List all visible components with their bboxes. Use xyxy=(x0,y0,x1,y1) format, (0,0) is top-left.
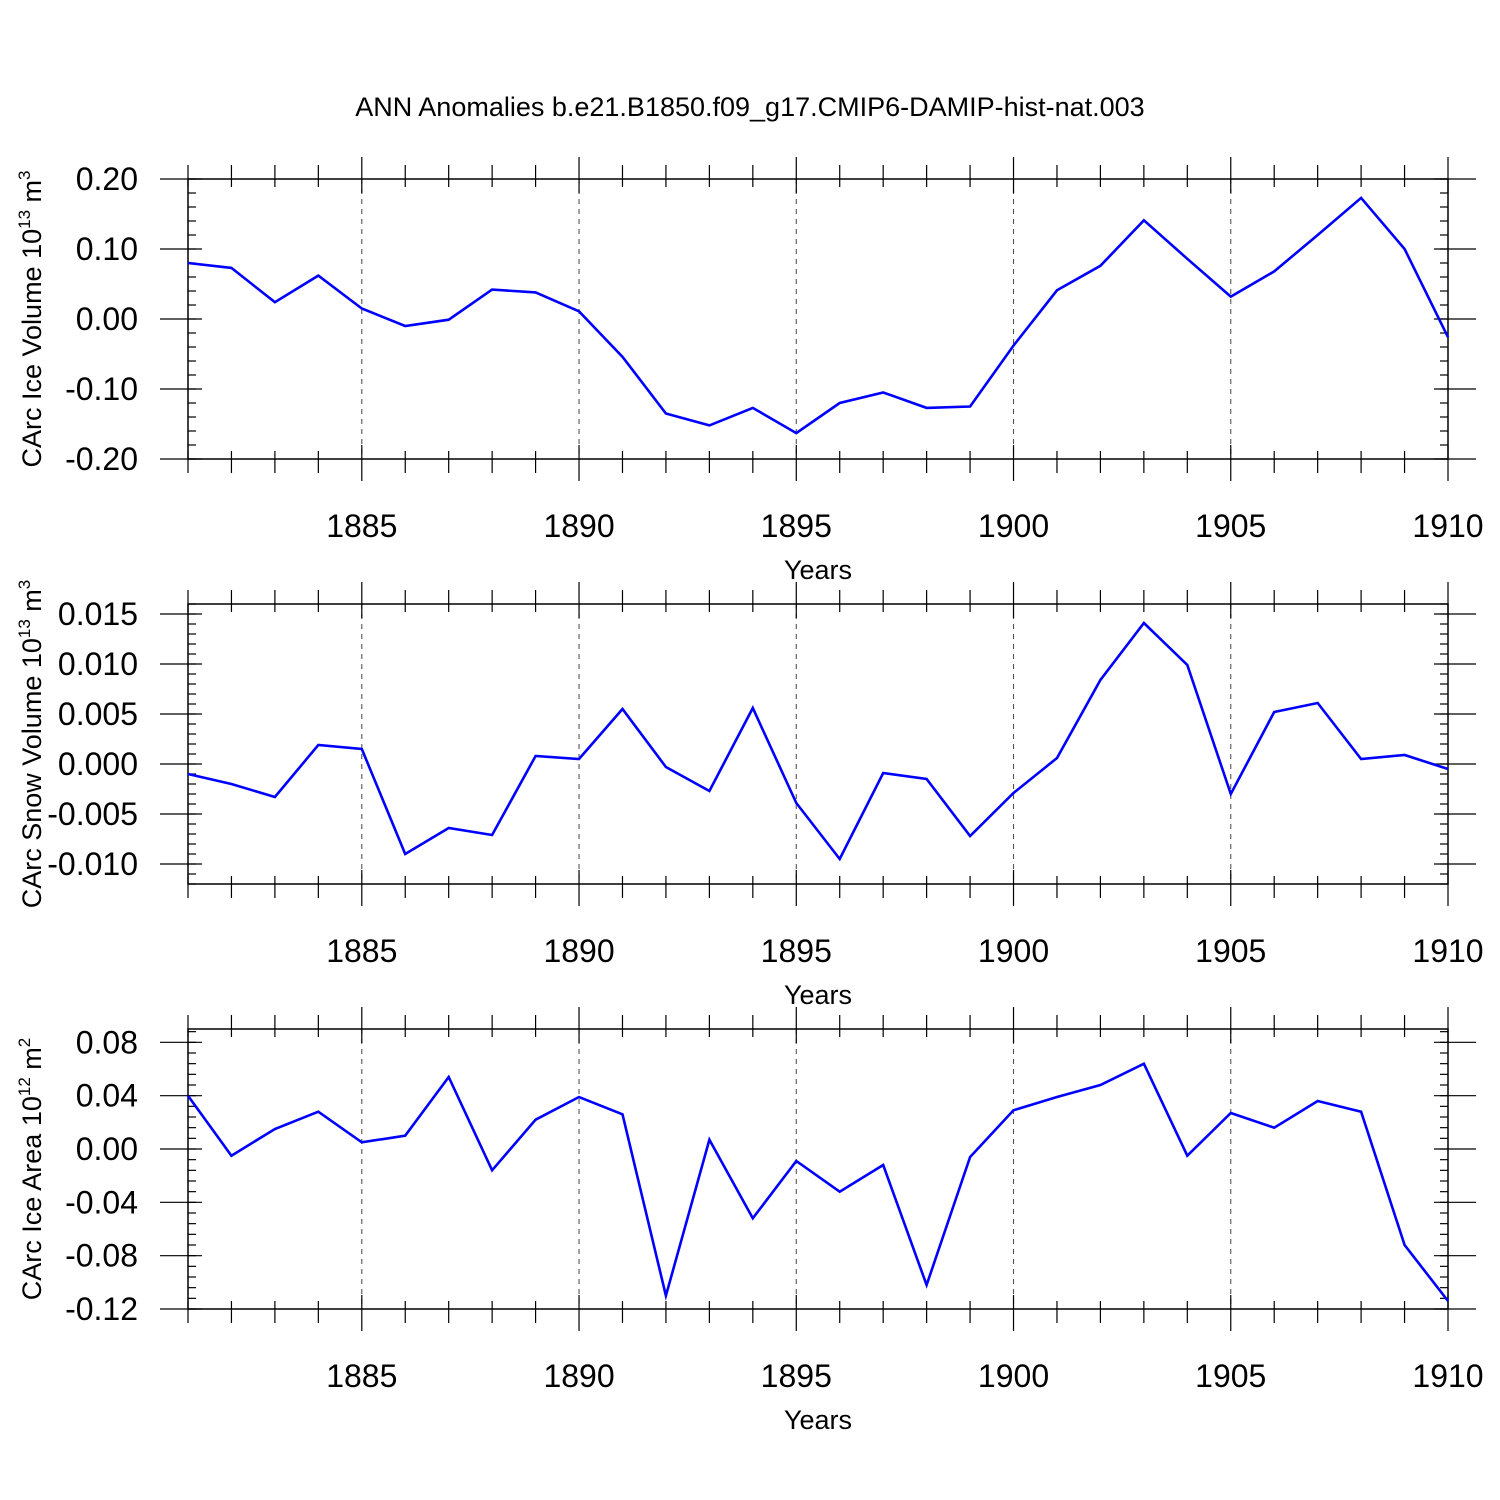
x-tick-label: 1910 xyxy=(1412,933,1483,969)
y-tick-label: 0.015 xyxy=(58,596,138,632)
x-tick-label: 1895 xyxy=(761,508,832,544)
panels: 0.20 0.10 0.00 -0.10 -0.20 1885 1890 1895 1900 19… xyxy=(15,157,1484,1435)
y-axis-title-part: m xyxy=(17,589,47,619)
y-axis-title-part: 13 xyxy=(15,619,34,638)
y-axis-title-part: 12 xyxy=(15,1077,34,1096)
y-axis-title-part: CArc Snow Volume 10 xyxy=(17,638,47,908)
x-tick-label: 1900 xyxy=(978,1358,1049,1394)
y-tick-label: 0.08 xyxy=(76,1024,138,1060)
y-tick-label: -0.08 xyxy=(65,1238,138,1274)
y-tick-label: -0.10 xyxy=(65,371,138,407)
ice-volume-panel: 0.20 0.10 0.00 -0.10 -0.20 1885 1890 1895 1900 19… xyxy=(15,157,1484,585)
y-axis-title-part: CArc Ice Volume 10 xyxy=(17,229,47,468)
y-tick-label: 0.04 xyxy=(76,1078,138,1114)
y-axis-title: CArc Ice Volume 1013 m3 xyxy=(15,170,47,467)
y-axis-title-part: 3 xyxy=(15,580,34,589)
y-tick-label: 0.20 xyxy=(76,161,138,197)
figure-title: ANN Anomalies b.e21.B1850.f09_g17.CMIP6-… xyxy=(355,92,1144,122)
y-axis-title: CArc Snow Volume 1013 m3 xyxy=(15,580,47,909)
x-axis-title: Years xyxy=(784,980,852,1010)
x-tick-label: 1890 xyxy=(543,933,614,969)
x-tick-label: 1900 xyxy=(978,508,1049,544)
y-axis-title-part: 3 xyxy=(15,170,34,179)
x-tick-label: 1895 xyxy=(761,933,832,969)
y-axis-title-part: CArc Ice Area 10 xyxy=(17,1096,47,1300)
x-tick-label: 1885 xyxy=(326,508,397,544)
ice-area-series-line xyxy=(186,1061,1450,1302)
x-tick-label: 1885 xyxy=(326,933,397,969)
y-axis-title-part: m xyxy=(17,1047,47,1077)
x-tick-label: 1905 xyxy=(1195,933,1266,969)
x-tick-label: 1885 xyxy=(326,1358,397,1394)
y-tick-label: -0.12 xyxy=(65,1291,138,1327)
snow-volume-plot-frame xyxy=(187,603,1449,885)
x-axis-title: Years xyxy=(784,1405,852,1435)
snow-volume-series-line xyxy=(187,621,1449,862)
y-tick-label: 0.00 xyxy=(76,1131,138,1167)
x-tick-label: 1890 xyxy=(543,1358,614,1394)
x-tick-label: 1895 xyxy=(761,1358,832,1394)
x-tick-label: 1890 xyxy=(543,508,614,544)
snow-volume-panel: 0.015 0.010 0.005 0.000 -0.005 -0.010 1885 1890… xyxy=(15,580,1484,1010)
y-axis-title-part: 2 xyxy=(15,1038,34,1047)
y-axis-title-part: m xyxy=(17,180,47,210)
x-tick-label: 1900 xyxy=(978,933,1049,969)
y-axis-title: CArc Ice Area 1012 m2 xyxy=(15,1038,47,1301)
x-tick-label: 1910 xyxy=(1412,1358,1483,1394)
y-tick-label: -0.010 xyxy=(47,846,138,882)
y-tick-label: -0.20 xyxy=(65,441,138,477)
ice-area-plot-frame xyxy=(187,1028,1449,1310)
y-tick-label: -0.04 xyxy=(65,1184,138,1220)
y-tick-label: 0.00 xyxy=(76,301,138,337)
y-tick-label: 0.10 xyxy=(76,231,138,267)
y-tick-label: 0.010 xyxy=(58,646,138,682)
ice-volume-series-line xyxy=(187,196,1450,435)
y-tick-label: -0.005 xyxy=(47,796,138,832)
x-tick-label: 1910 xyxy=(1412,508,1483,544)
x-axis-title: Years xyxy=(784,555,852,585)
y-tick-label: 0.000 xyxy=(58,746,138,782)
x-tick-label: 1905 xyxy=(1195,508,1266,544)
x-tick-label: 1905 xyxy=(1195,1358,1266,1394)
y-axis-title-part: 13 xyxy=(15,210,34,229)
ice-volume-plot-frame xyxy=(187,178,1449,460)
ice-area-panel: 0.08 0.04 0.00 -0.04 -0.08 -0.12 1885 1890 1895 1… xyxy=(15,1007,1484,1435)
y-tick-label: 0.005 xyxy=(58,696,138,732)
